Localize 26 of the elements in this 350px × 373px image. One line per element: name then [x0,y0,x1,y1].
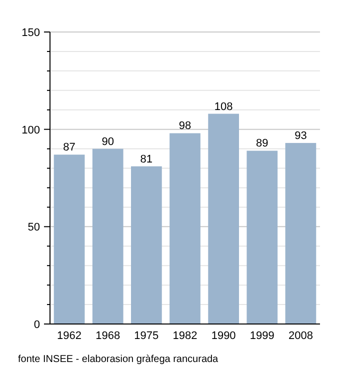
y-tick-label: 150 [22,27,40,39]
source-note: fonte INSEE - elaborasion gràfega rancurada [18,354,219,365]
x-tick-label: 2008 [288,330,313,342]
x-tick-label: 1975 [134,330,159,342]
data-label: 81 [140,153,153,166]
x-tick-label: 1962 [57,330,82,342]
bar [170,133,200,324]
bar [54,154,85,324]
data-label: 108 [214,100,233,113]
bar [92,148,124,324]
y-tick-label: 0 [34,319,40,331]
x-tick-label: 1982 [172,330,198,342]
data-label: 93 [294,130,307,142]
y-tick-label: 50 [28,222,40,234]
data-label: 87 [63,142,76,154]
data-label: 90 [102,136,114,148]
bar [131,166,162,324]
x-tick-label: 1999 [250,330,274,342]
data-label: 98 [178,120,192,132]
y-tick-label: 100 [22,124,40,136]
bar [208,114,239,324]
data-label: 89 [256,138,268,150]
bar [246,150,278,324]
x-tick-label: 1968 [96,330,120,342]
bar [285,142,316,324]
x-tick-label: 1990 [211,330,236,342]
